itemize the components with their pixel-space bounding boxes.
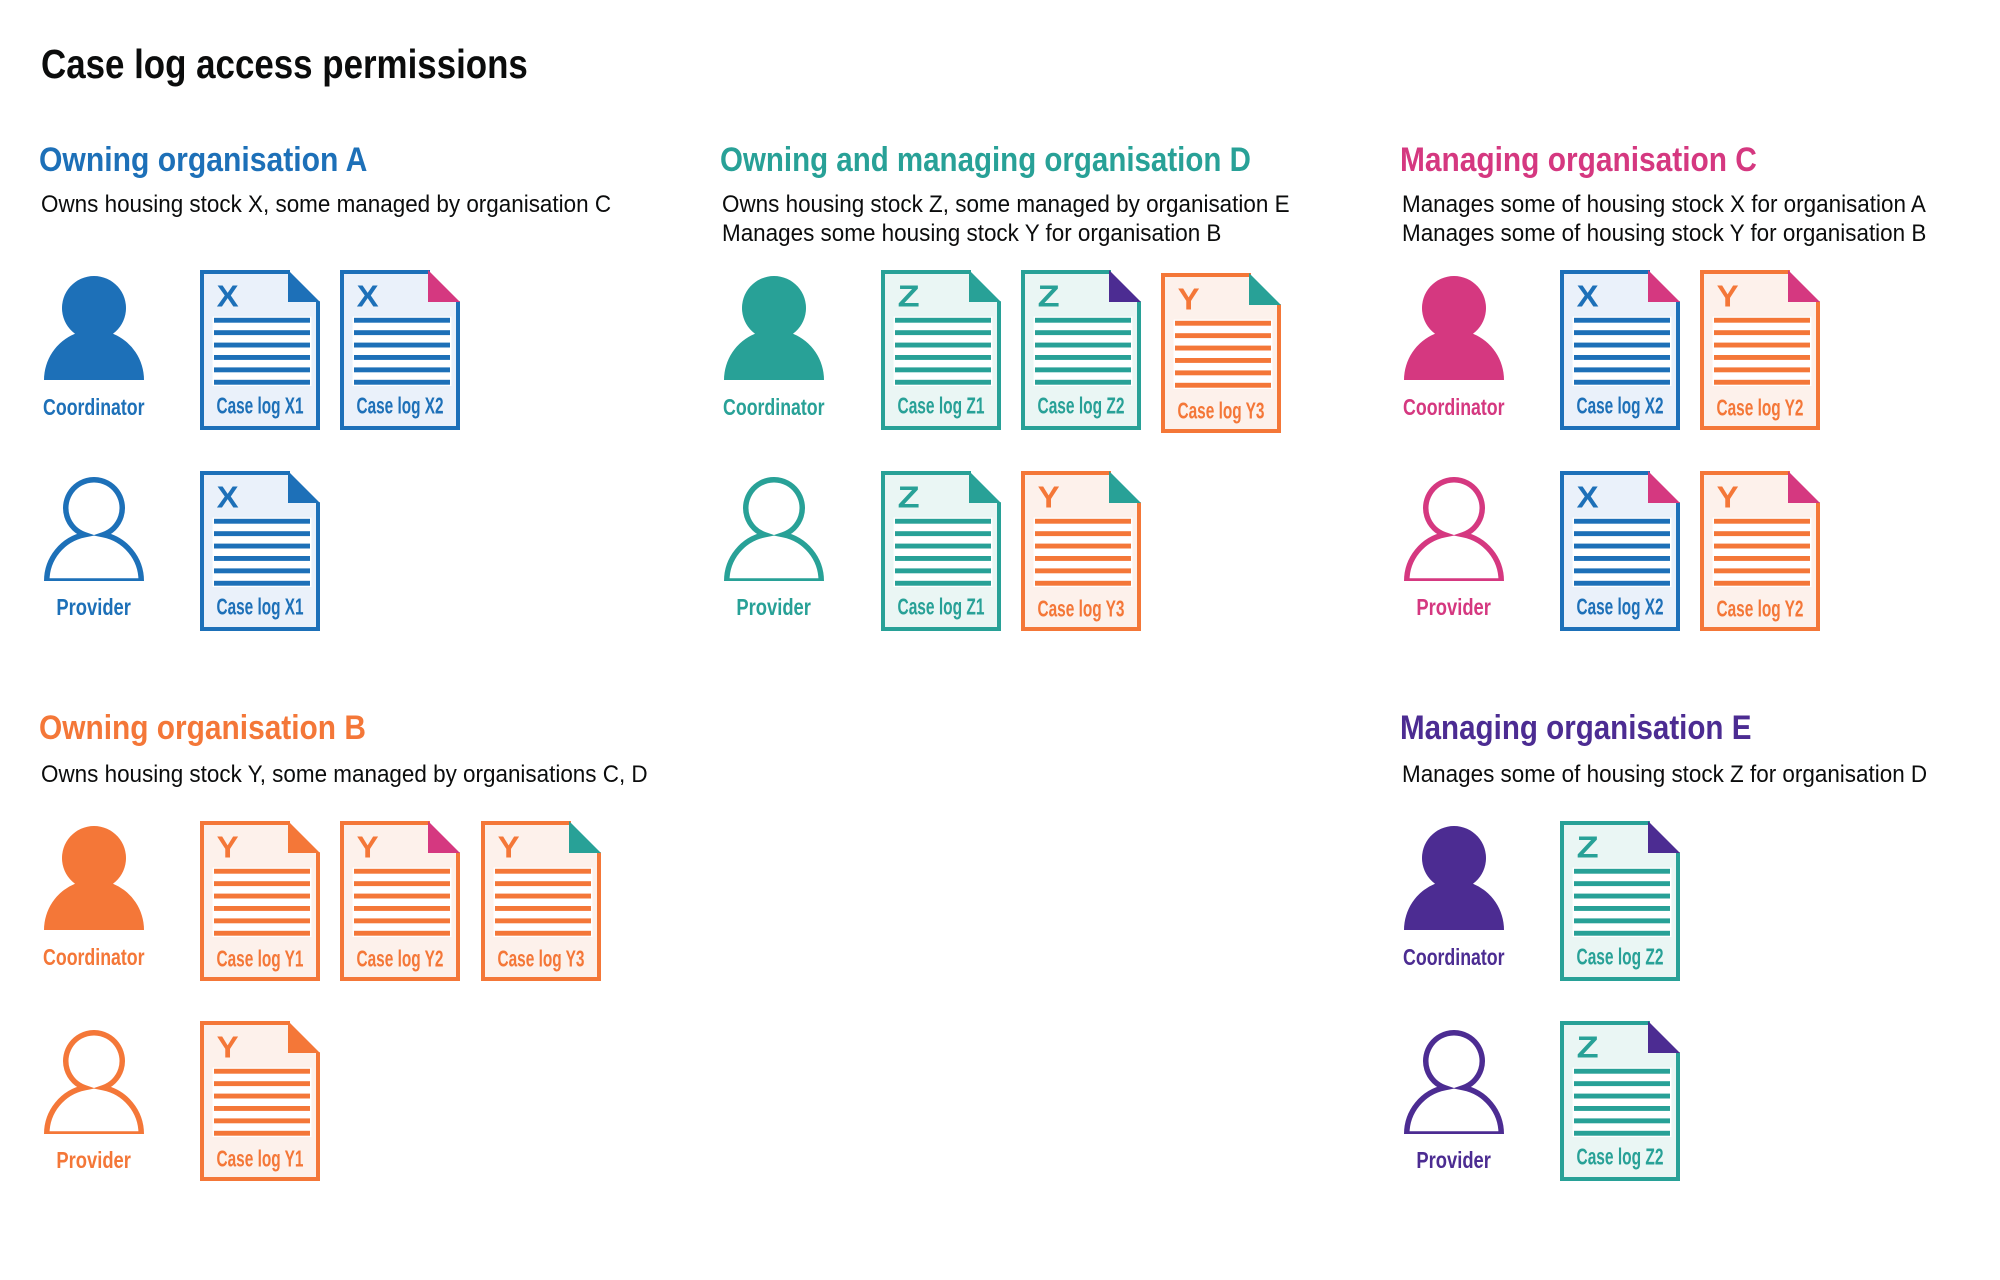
svg-text:Case log Y3: Case log Y3 xyxy=(1178,398,1265,424)
svg-text:Z: Z xyxy=(897,280,919,314)
svg-text:Y: Y xyxy=(1178,283,1200,317)
svg-text:X: X xyxy=(357,280,380,314)
svg-text:Y: Y xyxy=(497,831,519,865)
svg-text:Case log Y2: Case log Y2 xyxy=(357,946,444,972)
svg-text:Z: Z xyxy=(1577,1031,1599,1065)
svg-text:Y: Y xyxy=(1717,280,1739,314)
svg-text:Case log Z2: Case log Z2 xyxy=(1577,944,1664,970)
svg-text:Z: Z xyxy=(897,481,919,515)
svg-text:Case log Z1: Case log Z1 xyxy=(897,594,984,620)
svg-text:Case log Y1: Case log Y1 xyxy=(217,1146,304,1172)
svg-text:Case log Z1: Case log Z1 xyxy=(897,393,984,419)
svg-text:Z: Z xyxy=(1037,280,1059,314)
svg-text:Case log X1: Case log X1 xyxy=(217,393,304,419)
svg-text:Y: Y xyxy=(357,831,379,865)
svg-text:X: X xyxy=(1577,481,1600,515)
svg-text:Z: Z xyxy=(1577,831,1599,865)
svg-text:Y: Y xyxy=(1037,481,1059,515)
svg-text:Case log X2: Case log X2 xyxy=(1577,594,1664,620)
svg-text:Case log Y2: Case log Y2 xyxy=(1717,395,1804,421)
svg-text:Case log Z2: Case log Z2 xyxy=(1577,1144,1664,1170)
svg-text:X: X xyxy=(217,280,240,314)
svg-text:Case log Y1: Case log Y1 xyxy=(217,946,304,972)
svg-text:Case log X1: Case log X1 xyxy=(217,594,304,620)
svg-text:Y: Y xyxy=(1717,481,1739,515)
svg-text:Case log Z2: Case log Z2 xyxy=(1037,393,1124,419)
svg-text:Case log Y3: Case log Y3 xyxy=(1037,596,1124,622)
svg-text:X: X xyxy=(217,481,240,515)
svg-text:Case log Y3: Case log Y3 xyxy=(497,946,584,972)
svg-text:Case log Y2: Case log Y2 xyxy=(1717,596,1804,622)
svg-text:Y: Y xyxy=(217,831,239,865)
svg-text:Case log X2: Case log X2 xyxy=(357,393,444,419)
svg-text:X: X xyxy=(1577,280,1600,314)
svg-text:Case log X2: Case log X2 xyxy=(1577,393,1664,419)
svg-text:Y: Y xyxy=(217,1031,239,1065)
